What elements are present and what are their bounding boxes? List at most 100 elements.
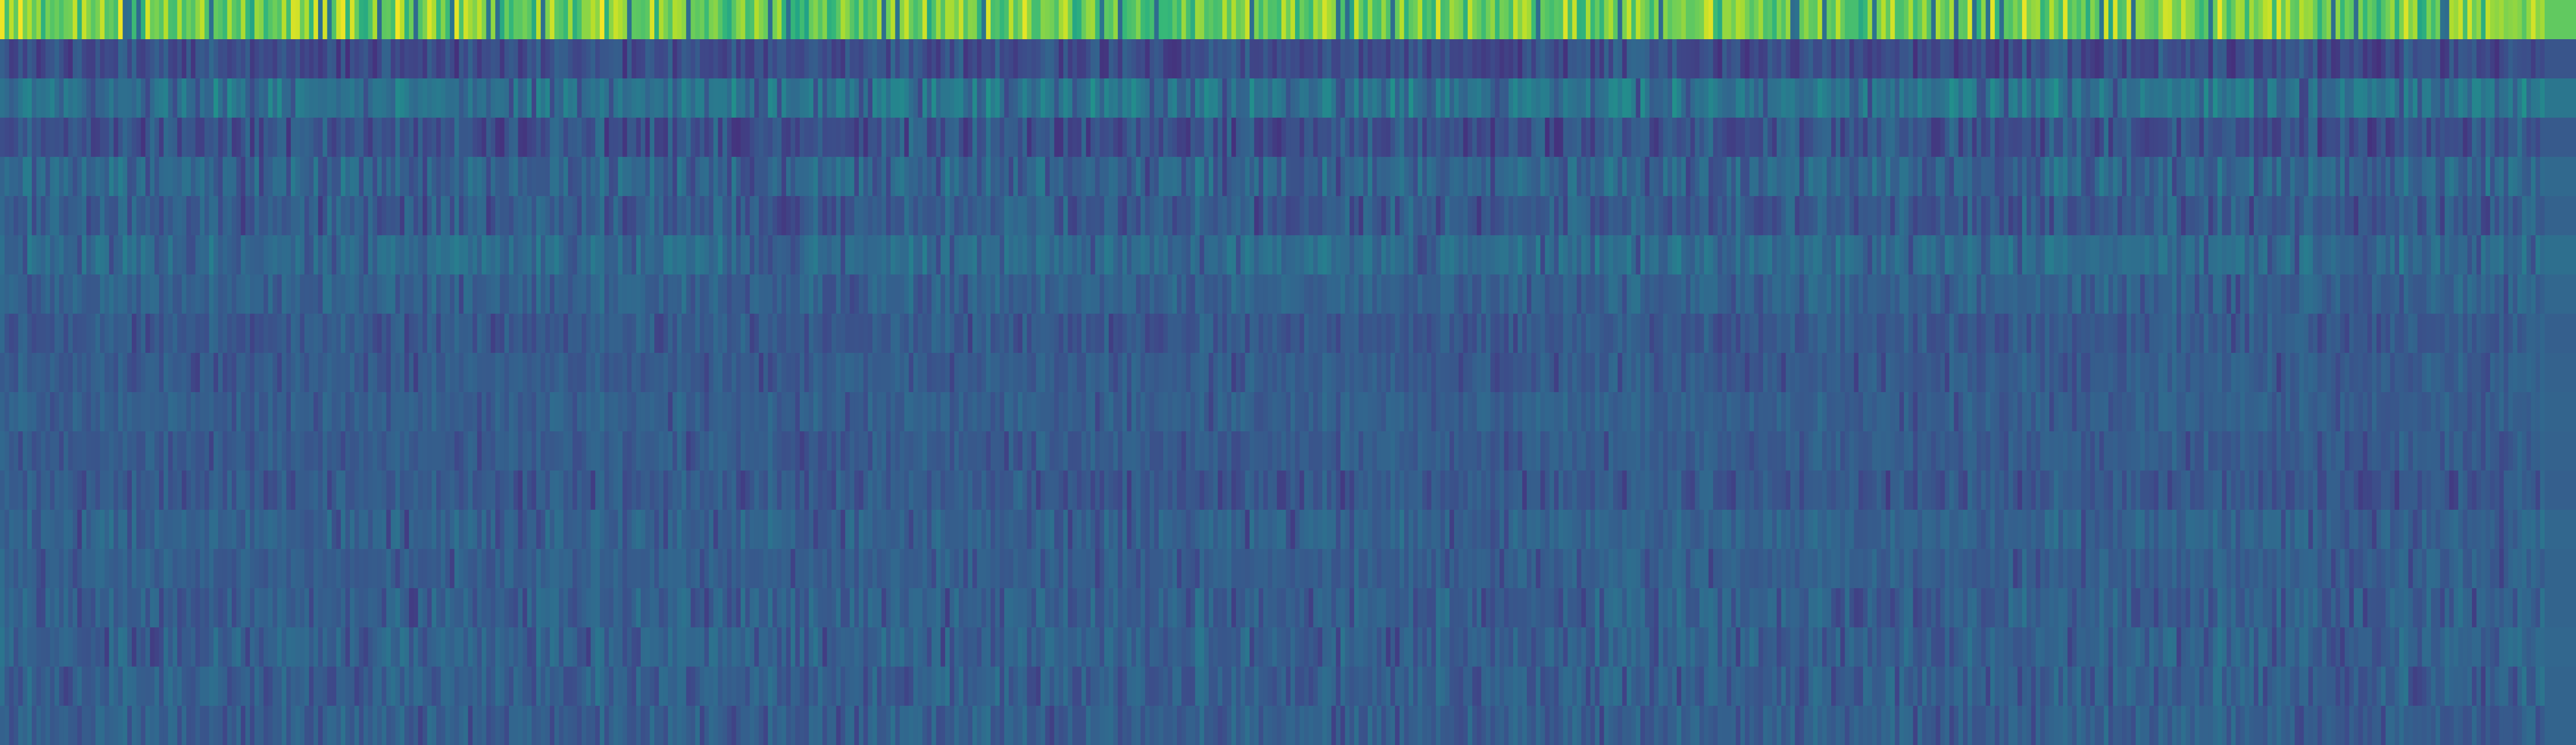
heatmap-cell (550, 196, 555, 236)
heatmap-cell (463, 235, 469, 275)
heatmap-cell (1417, 235, 1423, 275)
heatmap-cell (1277, 39, 1282, 79)
heatmap-cell (1686, 78, 1691, 118)
heatmap-cell (236, 196, 242, 236)
heatmap-cell (2267, 39, 2273, 79)
heatmap-cell (1436, 78, 1441, 118)
heatmap-cell (1104, 78, 1109, 118)
heatmap-cell (118, 314, 123, 353)
heatmap-cell (372, 235, 378, 275)
heatmap-cell (263, 235, 269, 275)
heatmap-cell (2081, 39, 2086, 79)
heatmap-cell (2340, 157, 2345, 197)
heatmap-cell (786, 39, 791, 79)
heatmap-cell (2254, 39, 2259, 79)
heatmap-cell (1149, 196, 1155, 236)
heatmap-cell (2490, 274, 2495, 314)
heatmap-cell (2176, 314, 2182, 353)
heatmap-cell (2113, 274, 2118, 314)
heatmap-cell (95, 78, 100, 118)
heatmap-cell (1585, 118, 1591, 157)
heatmap-cell (531, 39, 537, 79)
heatmap-cell (1908, 118, 1914, 157)
heatmap-cell (527, 274, 532, 314)
heatmap-cell (1409, 39, 1414, 79)
heatmap-cell (1145, 39, 1150, 79)
heatmap-cell (2312, 157, 2318, 197)
heatmap-cell (1554, 314, 1559, 353)
heatmap-cell (2317, 78, 2322, 118)
heatmap-cell (540, 157, 546, 197)
heatmap-cell (1354, 78, 1359, 118)
heatmap-cell (845, 196, 850, 236)
heatmap-cell (118, 157, 123, 197)
heatmap-cell (395, 0, 401, 40)
heatmap-cell (1481, 118, 1486, 157)
heatmap-cell (2081, 196, 2086, 236)
heatmap-cell (1536, 157, 1541, 197)
heatmap-cell (1250, 78, 1255, 118)
heatmap-cell (2513, 39, 2518, 79)
heatmap-cell (359, 314, 364, 353)
heatmap-cell (213, 0, 219, 40)
heatmap-cell (36, 314, 41, 353)
heatmap-cell (1149, 118, 1155, 157)
heatmap-cell (2131, 274, 2136, 314)
heatmap-cell (1940, 235, 1945, 275)
heatmap-cell (31, 39, 37, 79)
heatmap-cell (1449, 314, 1455, 353)
heatmap-cell (1145, 157, 1150, 197)
heatmap-cell (1813, 0, 1818, 40)
heatmap-cell (263, 196, 269, 236)
heatmap-cell (1313, 78, 1318, 118)
heatmap-cell (591, 235, 596, 275)
heatmap-cell (472, 0, 478, 40)
heatmap-cell (1917, 274, 1923, 314)
heatmap-cell (2158, 196, 2163, 236)
heatmap-cell (2526, 196, 2532, 236)
heatmap-cell (477, 196, 482, 236)
heatmap-cell (2422, 118, 2427, 157)
heatmap-cell (1040, 235, 1046, 275)
heatmap-cell (1417, 314, 1423, 353)
heatmap-cell (14, 157, 19, 197)
heatmap-cell (82, 118, 87, 157)
heatmap-cell (222, 274, 228, 314)
heatmap-cell (854, 274, 859, 314)
heatmap-cell (2076, 78, 2082, 118)
heatmap-cell (254, 196, 259, 236)
heatmap-cell (1899, 274, 1904, 314)
heatmap-cell (408, 196, 414, 236)
heatmap-cell (1581, 157, 1586, 197)
heatmap-cell (1127, 157, 1132, 197)
heatmap-cell (122, 314, 128, 353)
heatmap-cell (1604, 314, 1609, 353)
heatmap-cell (1395, 78, 1400, 118)
heatmap-cell (22, 39, 28, 79)
heatmap-cell (1250, 39, 1255, 79)
heatmap-cell (1908, 78, 1914, 118)
heatmap-cell (2076, 274, 2082, 314)
heatmap-cell (654, 274, 660, 314)
heatmap-cell (1140, 274, 1145, 314)
heatmap-cell (904, 274, 910, 314)
heatmap-cell (1449, 196, 1455, 236)
heatmap-cell (1858, 274, 1864, 314)
heatmap-cell (1336, 235, 1341, 275)
heatmap-cell (1585, 274, 1591, 314)
heatmap-cell (668, 78, 673, 118)
heatmap-cell (1926, 235, 1932, 275)
heatmap-cell (190, 235, 196, 275)
heatmap-cell (1731, 314, 1737, 353)
heatmap-cell (741, 39, 746, 79)
heatmap-cell (295, 196, 300, 236)
heatmap-cell (2327, 235, 2332, 275)
heatmap-cell (1599, 235, 1605, 275)
heatmap-cell (1236, 196, 1241, 236)
heatmap-cell (364, 39, 369, 79)
heatmap-cell (1367, 235, 1373, 275)
heatmap-cell (1695, 0, 1700, 40)
heatmap-cell (1468, 39, 1473, 79)
heatmap-cell (1967, 274, 1972, 314)
heatmap-cell (1517, 0, 1523, 40)
